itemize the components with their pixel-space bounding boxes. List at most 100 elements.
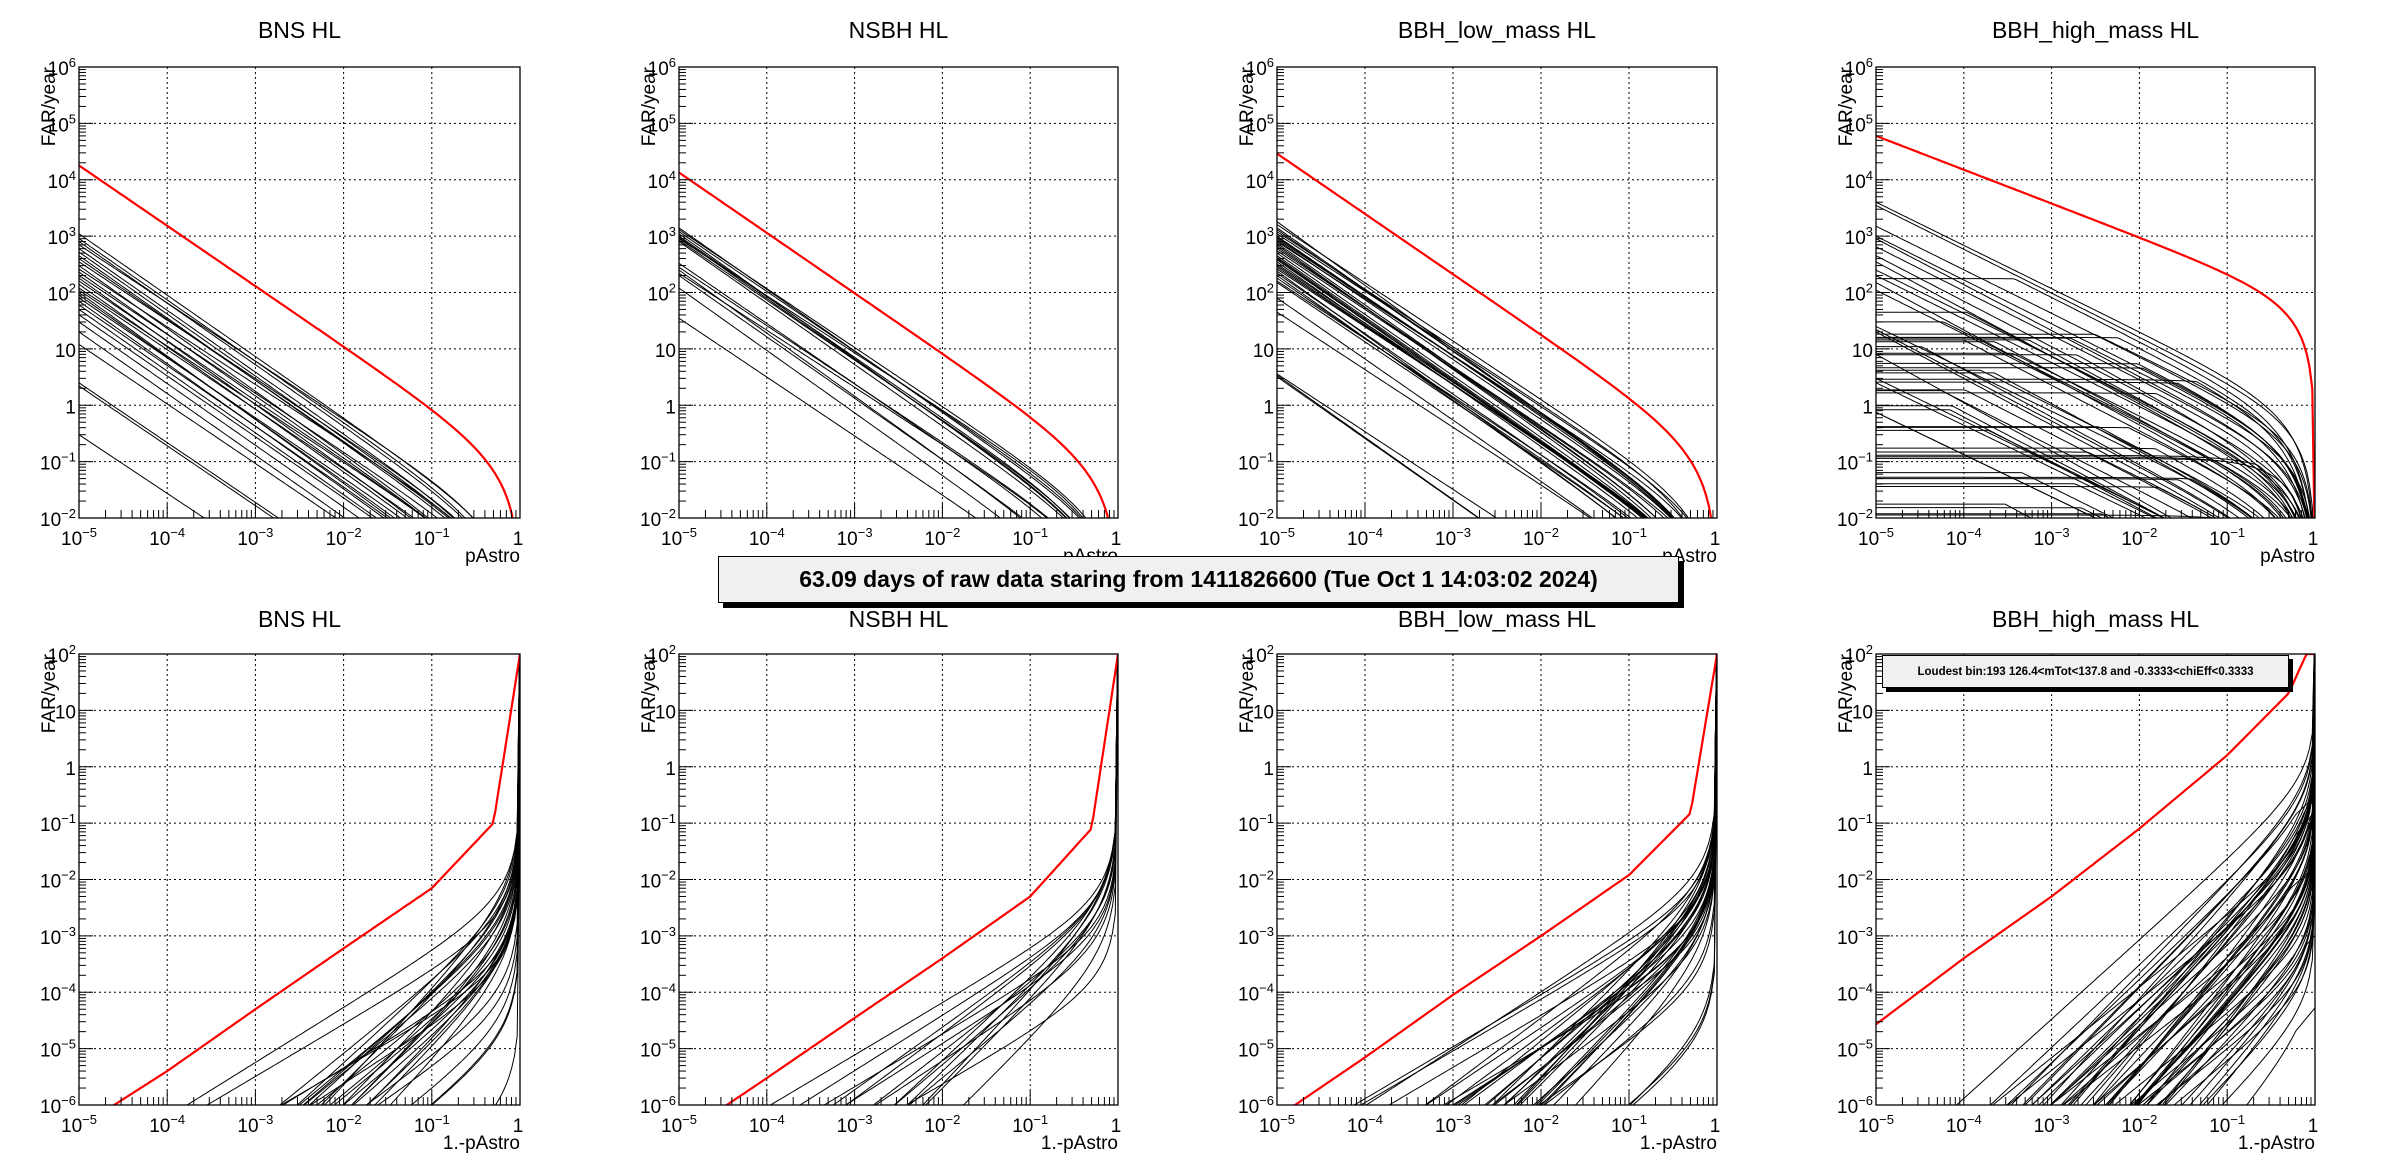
bin-curve	[79, 271, 427, 518]
bin-curve	[2129, 654, 2315, 1105]
axis-ticks	[678, 656, 1115, 1106]
bin-curve	[799, 654, 1118, 1105]
panel-title: BBH_high_mass HL	[1992, 17, 2199, 43]
y-tick-label: 105	[1246, 111, 1274, 136]
bin-curve	[1876, 321, 2287, 518]
stats-box: 63.09 days of raw data staring from 1411…	[718, 556, 1679, 603]
bin-curve	[1876, 341, 2283, 518]
bin-curve	[924, 654, 1118, 1105]
x-tick-label: 10−1	[414, 1112, 450, 1137]
bin-curve	[1991, 752, 2315, 1105]
x-tick-label: 10−3	[237, 1112, 273, 1137]
bin-curve	[296, 654, 520, 1105]
x-tick-label: 10−1	[2209, 525, 2245, 550]
bin-curve	[79, 300, 385, 518]
panel-title: NSBH HL	[849, 606, 949, 632]
bin-curve	[1876, 472, 2115, 518]
bin-curve	[1876, 409, 2158, 518]
y-axis-label: FAR/year	[1836, 66, 1857, 146]
bin-curve	[1493, 654, 1717, 1105]
bin-curve	[1277, 311, 1592, 518]
panel-title: BNS HL	[258, 17, 341, 43]
bin-curve	[832, 654, 1118, 1105]
bin-curve	[2132, 767, 2315, 1105]
panel-bbh_high_mass-top: BBH_high_mass HL 10−5 10−4 10−3 10−2 10−1 1 10−…	[1836, 17, 2318, 567]
x-tick-label: 10−2	[1523, 525, 1559, 550]
bin-curve	[1538, 673, 1717, 1105]
y-tick-label: 102	[1246, 642, 1274, 667]
bin-curve	[79, 292, 392, 518]
bin-curve	[1876, 238, 2306, 518]
bin-curve	[1442, 654, 1717, 1105]
bin-curve	[298, 654, 520, 1105]
y-tick-label: 10−2	[1238, 868, 1274, 893]
bin-curve	[2136, 666, 2315, 1105]
bin-curve	[1277, 244, 1652, 518]
bin-curve	[1543, 659, 1717, 1105]
bin-curve	[1876, 483, 2147, 518]
bin-curve	[2007, 818, 2315, 1105]
bin-curve	[1876, 282, 2277, 518]
y-tick-label: 102	[48, 281, 76, 306]
x-tick-label: 1	[1111, 529, 1122, 550]
x-tick-label: 1	[1710, 1116, 1721, 1137]
bin-curve	[1876, 329, 2229, 518]
x-tick-label: 10−3	[237, 525, 273, 550]
y-tick-label: 1	[1862, 397, 1873, 418]
bin-curve	[1876, 389, 2213, 518]
y-axis-label: FAR/year	[39, 653, 60, 733]
y-tick-label: 1	[1862, 759, 1873, 780]
x-tick-label: 10−4	[1347, 525, 1383, 550]
bin-curve	[79, 321, 360, 518]
threshold-curve	[1876, 654, 2315, 1026]
bin-curve	[1277, 374, 1480, 518]
bin-curve	[2067, 676, 2315, 1105]
bin-curve	[2038, 741, 2315, 1105]
bin-curve	[962, 654, 1118, 1105]
bin-curve	[1277, 277, 1625, 518]
threshold-curve	[1277, 152, 1713, 518]
y-tick-label: 10−2	[1238, 506, 1274, 531]
y-tick-label: 10	[655, 702, 676, 723]
axis-ticks	[78, 69, 517, 519]
panel-title: BBH_high_mass HL	[1992, 606, 2199, 632]
bin-curve	[2135, 744, 2315, 1105]
bin-curve	[1876, 503, 2032, 518]
bin-curve	[1876, 352, 2294, 518]
bin-curve	[1365, 654, 1717, 1105]
x-axis-label: pAstro	[465, 546, 520, 567]
threshold-curve	[79, 164, 514, 518]
bin-curve	[302, 654, 520, 1105]
y-tick-label: 105	[48, 111, 76, 136]
curves	[112, 654, 520, 1105]
bin-curve	[874, 654, 1118, 1105]
bin-curve	[79, 343, 337, 518]
y-tick-label: 10−6	[640, 1093, 676, 1118]
bin-curve	[1876, 486, 2217, 518]
bin-curve	[2092, 810, 2315, 1105]
curves	[724, 654, 1118, 1105]
y-tick-label: 103	[1845, 224, 1873, 249]
bin-curve	[1277, 280, 1632, 518]
x-tick-label: 10−5	[1858, 525, 1894, 550]
x-tick-label: 10−3	[837, 1112, 873, 1137]
panel-nsbh-top: NSBH HL 10−5 10−4 10−3 10−2 10−1 1 10−2 10−1 1 10 1…	[639, 17, 1121, 567]
bin-curve	[1876, 411, 2097, 518]
bin-curve	[79, 233, 475, 518]
bin-curve	[324, 654, 520, 1105]
bin-curve	[679, 275, 1024, 518]
bin-curve	[1535, 654, 1717, 1105]
bin-curve	[679, 287, 1002, 518]
bin-curve	[1277, 233, 1688, 518]
bin-curve	[316, 654, 520, 1105]
y-tick-label: 10−1	[1238, 450, 1274, 475]
y-tick-label: 1	[665, 759, 676, 780]
x-axis-label: 1.-pAstro	[2238, 1133, 2315, 1154]
y-tick-label: 105	[1845, 111, 1873, 136]
bin-curve	[1537, 654, 1717, 1105]
bin-curve	[2221, 884, 2315, 1105]
bin-curve	[2060, 654, 2315, 1105]
bin-curve	[2202, 828, 2315, 1105]
y-tick-label: 10−2	[40, 868, 76, 893]
y-tick-label: 10−5	[640, 1037, 676, 1062]
